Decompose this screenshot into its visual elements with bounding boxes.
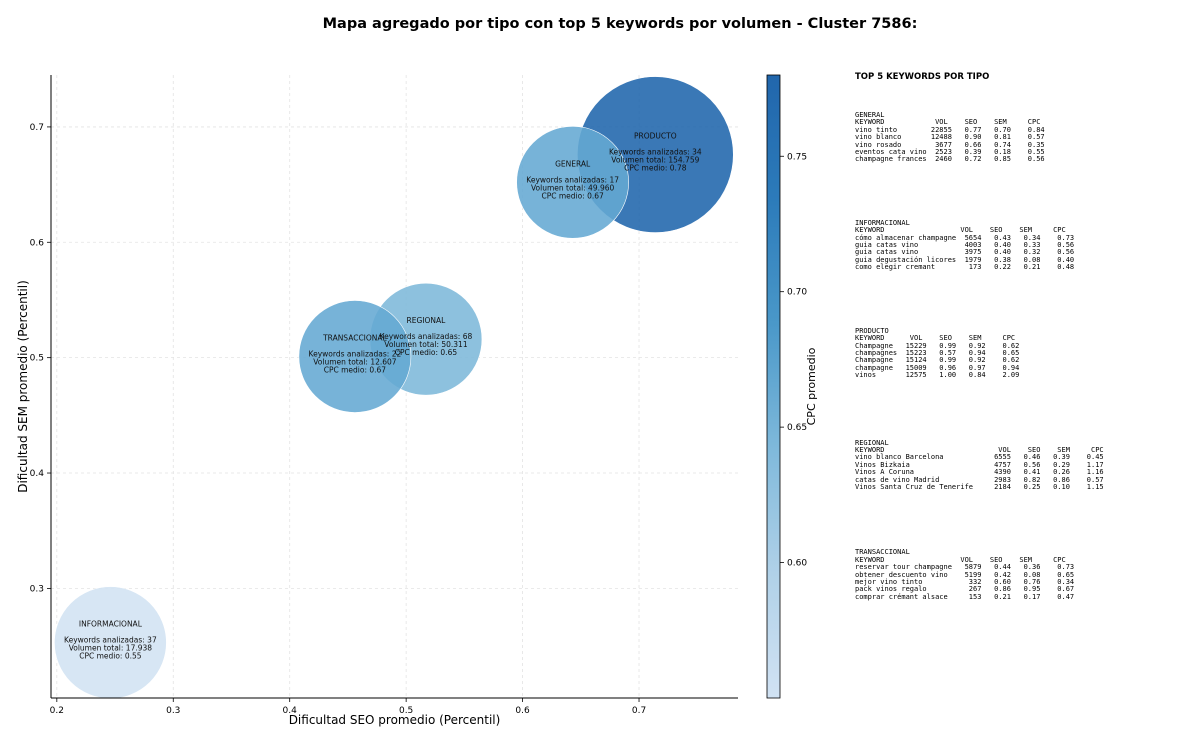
- keyword-table-header: KEYWORD VOL SEO SEM CPC: [855, 555, 1066, 564]
- bubble-circle: [516, 125, 629, 239]
- keyword-row: vino tinto 22855 0.77 0.70 0.84: [855, 125, 1045, 134]
- colorbar-tick-label: 0.60: [787, 559, 807, 569]
- axes: 0.2 0.3 0.4 0.5 0.6 0.7 0.3 0.4 0.5 0.6 0.7 Dificul…: [16, 75, 738, 727]
- keyword-block-type: PRODUCTO: [855, 326, 889, 335]
- keyword-row: champagne 15009 0.96 0.97 0.94: [855, 363, 1020, 372]
- y-axis-label: Dificultad SEM promedio (Percentil): [16, 280, 30, 493]
- keyword-block-type: REGIONAL: [855, 438, 889, 447]
- bubble-keywords-label: Keywords analizadas: 22: [309, 350, 402, 359]
- keyword-row: vinos 12575 1.00 0.84 2.09: [855, 371, 1020, 380]
- bubble-keywords-label: Keywords analizadas: 34: [609, 148, 702, 157]
- keyword-row: vino rosado 3677 0.66 0.74 0.35: [855, 140, 1045, 149]
- x-tick-label: 0.5: [399, 706, 413, 716]
- keyword-row: Vinos Santa Cruz de Tenerife 2184 0.25 0…: [855, 482, 1104, 491]
- keyword-block-producto: PRODUCTO KEYWORD VOL SEO SEM CPC Champagne…: [855, 326, 1195, 380]
- bubble-type-label: REGIONAL: [407, 316, 447, 325]
- bubble-volume-label: Volumen total: 17.938: [69, 644, 153, 653]
- bubble-type-label: INFORMACIONAL: [79, 620, 143, 629]
- keyword-row: vino blanco Barcelona 6555 0.46 0.39 0.4…: [855, 453, 1104, 462]
- keyword-block-type: TRANSACCIONAL: [855, 548, 910, 557]
- keyword-row: Champagne 15229 0.99 0.92 0.62: [855, 341, 1020, 350]
- x-tick-label: 0.2: [50, 706, 64, 716]
- bubble-cpc-label: CPC medio: 0.78: [624, 164, 687, 173]
- keyword-row: Vinos Bizkaia 4757 0.56 0.29 1.17: [855, 460, 1104, 469]
- keyword-block-informacional: INFORMACIONAL KEYWORD VOL SEO SEM CPC cómo…: [855, 218, 1195, 272]
- bubble-cpc-label: CPC medio: 0.67: [324, 366, 387, 375]
- keyword-row: vino blanco 12488 0.90 0.81 0.57: [855, 133, 1045, 142]
- keyword-row: cómo almacenar champagne 5654 0.43 0.34 …: [855, 233, 1075, 242]
- keyword-block-general: GENERAL KEYWORD VOL SEO SEM CPC vino tinto…: [855, 111, 1195, 164]
- bubble-type-label: PRODUCTO: [634, 132, 677, 141]
- bubble-general: [516, 125, 629, 239]
- keyword-table-header: KEYWORD VOL SEO SEM CPC: [855, 118, 1041, 127]
- y-tick-label: 0.4: [30, 469, 45, 479]
- colorbar-label: CPC promedio: [805, 347, 818, 425]
- colorbar: 0.60 0.65 0.70 0.75 CPC promedio: [766, 74, 818, 699]
- x-tick-label: 0.7: [632, 706, 646, 716]
- keyword-table-header: KEYWORD VOL SEO SEM CPC: [855, 334, 1016, 343]
- keyword-row: como elegir cremant 173 0.22 0.21 0.48: [855, 263, 1075, 272]
- colorbar-tick-label: 0.65: [787, 423, 807, 433]
- keyword-block-regional: REGIONAL KEYWORD VOL SEO SEM CPC vino blan…: [855, 438, 1195, 492]
- keyword-row: guia catas vino 3975 0.40 0.32 0.56: [855, 248, 1075, 257]
- colorbar-gradient: [766, 74, 781, 699]
- bubble-cpc-label: CPC medio: 0.65: [395, 348, 458, 357]
- bubble-keywords-label: Keywords analizadas: 37: [64, 636, 157, 645]
- y-tick-label: 0.5: [30, 354, 44, 364]
- keyword-row: guia catas vino 4003 0.40 0.33 0.56: [855, 241, 1075, 250]
- x-tick-label: 0.3: [166, 706, 180, 716]
- keyword-row: Vinos A Coruna 4390 0.41 0.26 1.16: [855, 468, 1104, 477]
- keyword-row: guia degustación licores 1979 0.38 0.08 …: [855, 255, 1075, 264]
- top-keywords-panel: TOP 5 KEYWORDS POR TIPO GENERAL KEYWORD V…: [855, 72, 1195, 601]
- keyword-row: champagnes 15223 0.57 0.94 0.65: [855, 348, 1020, 357]
- bubble-volume-label: Volumen total: 50.311: [384, 340, 468, 349]
- keyword-row: eventos cata vino 2523 0.39 0.18 0.55: [855, 148, 1045, 157]
- keyword-table-header: KEYWORD VOL SEO SEM CPC: [855, 445, 1104, 454]
- keyword-block-type: INFORMACIONAL: [855, 218, 910, 227]
- x-axis-label: Dificultad SEO promedio (Percentil): [289, 713, 501, 727]
- keyword-row: mejor vino tinto 332 0.60 0.76 0.34: [855, 578, 1075, 586]
- y-tick-label: 0.3: [30, 584, 44, 594]
- bubble-transaccional: [298, 300, 412, 413]
- keyword-row: comprar crémant alsace 153 0.21 0.17 0.4…: [855, 592, 1075, 601]
- y-tick-label: 0.7: [30, 123, 44, 133]
- bubble-cpc-label: CPC medio: 0.67: [541, 191, 604, 200]
- keyword-block-type: GENERAL: [855, 111, 885, 119]
- bubble-volume-label: Volumen total: 49.960: [531, 183, 615, 192]
- colorbar-tick-label: 0.75: [787, 152, 807, 162]
- keyword-row: champagne frances 2460 0.72 0.85 0.56: [855, 155, 1045, 164]
- x-tick-label: 0.6: [515, 706, 530, 716]
- y-tick-label: 0.6: [30, 238, 45, 248]
- keyword-table-header: KEYWORD VOL SEO SEM CPC: [855, 226, 1066, 235]
- keyword-row: reservar tour champagne 5879 0.44 0.36 0…: [855, 563, 1075, 572]
- keyword-row: Champagne 15124 0.99 0.92 0.62: [855, 356, 1020, 365]
- bubble-circle: [298, 300, 412, 413]
- chart-title: Mapa agregado por tipo con top 5 keyword…: [322, 16, 918, 32]
- bubble-keywords-label: Keywords analizadas: 17: [526, 175, 619, 184]
- x-tick-label: 0.4: [283, 706, 298, 716]
- bubble-circle: [54, 586, 167, 699]
- colorbar-tick-label: 0.70: [787, 288, 807, 298]
- bubble-volume-label: Volumen total: 154.759: [611, 156, 699, 165]
- bubble-volume-label: Volumen total: 12.607: [313, 358, 397, 367]
- keyword-block-transaccional: TRANSACCIONAL KEYWORD VOL SEO SEM CPC rese…: [855, 548, 1195, 601]
- bubble-type-label: TRANSACCIONAL: [322, 334, 387, 343]
- bubble-informacional: [54, 586, 167, 699]
- keyword-row: pack vinos regalo 267 0.86 0.95 0.67: [855, 585, 1075, 594]
- keyword-row: catas de vino Madrid 2983 0.82 0.86 0.57: [855, 475, 1104, 484]
- bubble-type-label: GENERAL: [555, 159, 591, 168]
- bubble-keywords-label: Keywords analizadas: 68: [380, 332, 473, 341]
- bubble-cpc-label: CPC medio: 0.55: [79, 652, 142, 661]
- top-keywords-title: TOP 5 KEYWORDS POR TIPO: [855, 72, 990, 82]
- keyword-row: obtener descuento vino 5199 0.42 0.08 0.…: [855, 570, 1075, 579]
